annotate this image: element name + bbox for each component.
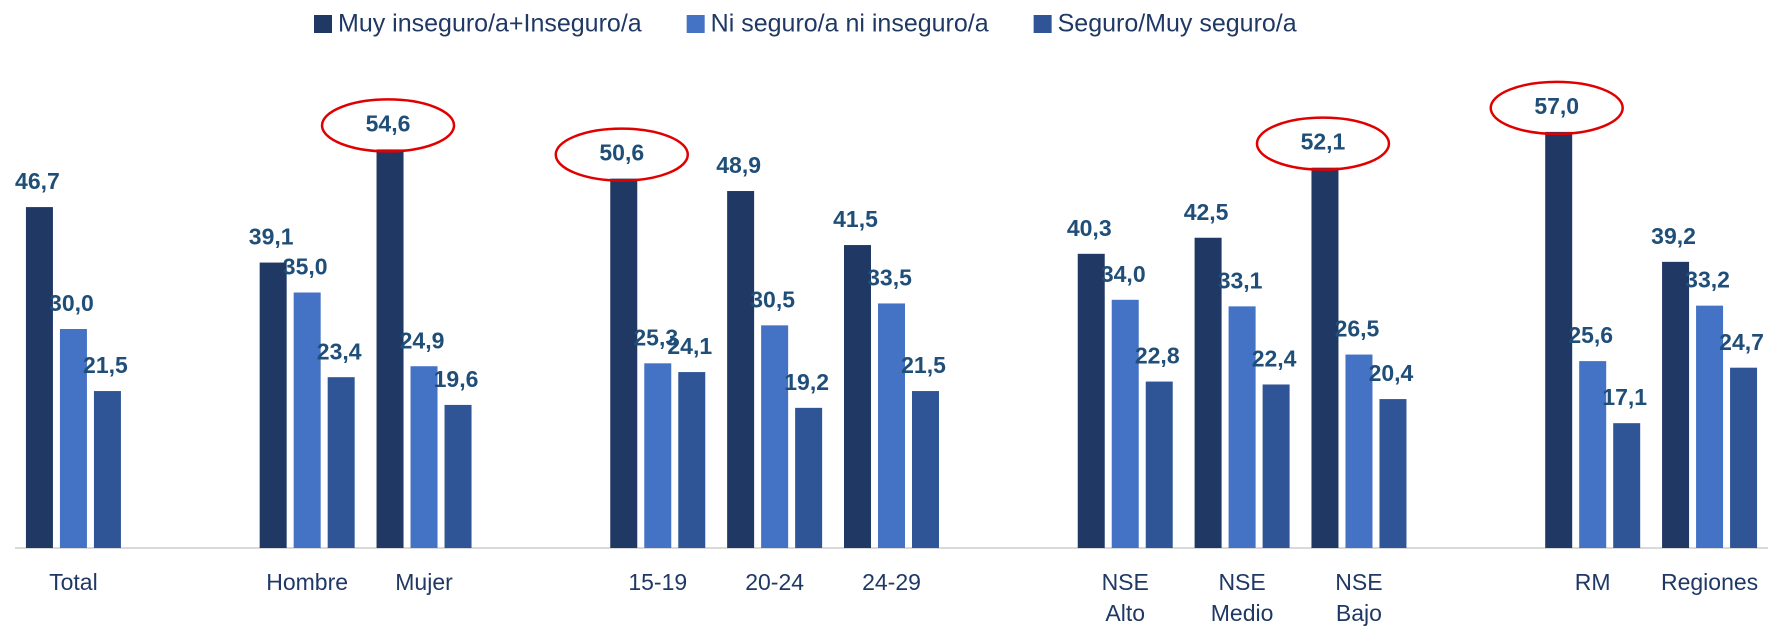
bar xyxy=(1579,361,1607,548)
data-label: 54,6 xyxy=(366,110,411,136)
data-label: 21,5 xyxy=(901,352,946,378)
bar xyxy=(1228,306,1256,548)
legend-label: Seguro/Muy seguro/a xyxy=(1058,10,1297,38)
x-tick-label: 20-24 xyxy=(745,569,805,595)
legend-label: Muy inseguro/a+Inseguro/a xyxy=(338,10,642,38)
bar xyxy=(1379,399,1407,548)
data-label: 22,4 xyxy=(1252,346,1297,372)
bar xyxy=(1077,253,1105,548)
bar xyxy=(878,303,905,548)
x-tick-label: NSE Medio xyxy=(1210,569,1274,626)
x-tick-label: Hombre xyxy=(266,569,349,595)
bar xyxy=(912,391,939,548)
data-label: 39,2 xyxy=(1651,223,1696,249)
bar xyxy=(678,372,706,548)
bar xyxy=(1730,367,1758,548)
bar xyxy=(1696,305,1724,548)
data-label: 23,4 xyxy=(317,338,362,364)
data-label: 42,5 xyxy=(1184,199,1229,225)
data-label: 39,1 xyxy=(249,224,294,250)
bar xyxy=(644,363,672,548)
data-label: 30,0 xyxy=(49,290,94,316)
data-label: 33,5 xyxy=(867,265,912,291)
bar xyxy=(1662,261,1690,548)
legend-swatch xyxy=(314,15,332,33)
bar xyxy=(1311,167,1339,549)
bar xyxy=(1194,237,1222,548)
bar xyxy=(293,292,321,548)
bar xyxy=(610,178,638,548)
highlight-ellipse xyxy=(1489,80,1624,136)
bar xyxy=(795,407,823,548)
data-label: 40,3 xyxy=(1067,215,1112,241)
data-label: 20,4 xyxy=(1369,360,1414,386)
bar xyxy=(761,325,789,548)
data-label: 34,0 xyxy=(1101,261,1146,287)
bar xyxy=(1145,381,1173,548)
data-label: 25,6 xyxy=(1568,322,1613,348)
data-label: 19,2 xyxy=(784,369,829,395)
data-label: 35,0 xyxy=(283,254,328,280)
highlight-ellipse xyxy=(554,127,690,182)
x-tick-label: 15-19 xyxy=(628,569,688,595)
data-label: 48,9 xyxy=(716,152,761,178)
data-label: 24,9 xyxy=(400,327,445,353)
bar xyxy=(259,262,287,548)
bar xyxy=(1262,384,1290,548)
x-tick-label: 24-29 xyxy=(862,569,921,595)
x-tick-label: NSE Alto xyxy=(1101,569,1149,626)
data-label: 22,8 xyxy=(1135,343,1180,369)
highlight-ellipse xyxy=(320,98,456,153)
x-tick-label: Regiones xyxy=(1660,569,1759,595)
legend-swatch xyxy=(1033,15,1052,33)
data-label: 21,5 xyxy=(83,352,128,378)
x-tick-label: Mujer xyxy=(395,569,453,595)
data-label: 50,6 xyxy=(599,140,644,166)
data-label: 25,3 xyxy=(633,324,678,350)
data-label: 19,6 xyxy=(434,366,479,392)
bar xyxy=(376,149,404,549)
legend-label: Ni seguro/a ni inseguro/a xyxy=(711,10,989,38)
data-label: 57,0 xyxy=(1534,93,1579,119)
data-label: 46,7 xyxy=(15,168,60,194)
bar xyxy=(410,366,438,548)
x-tick-label: NSE Bajo xyxy=(1335,569,1383,626)
data-label: 24,7 xyxy=(1719,329,1764,355)
bar xyxy=(59,329,87,548)
bar xyxy=(1345,354,1373,548)
bar xyxy=(1545,131,1573,548)
bar xyxy=(444,404,472,548)
data-label: 24,1 xyxy=(667,333,712,359)
highlight-ellipse xyxy=(1255,116,1391,171)
bar xyxy=(93,391,121,548)
x-tick-label: RM xyxy=(1574,569,1611,595)
data-label: 52,1 xyxy=(1301,129,1346,155)
bar xyxy=(727,191,755,548)
x-tick-label: Total xyxy=(49,569,98,595)
data-label: 30,5 xyxy=(750,286,795,312)
bar xyxy=(327,377,355,548)
legend-swatch xyxy=(686,15,705,33)
data-label: 33,1 xyxy=(1218,267,1263,293)
bar xyxy=(844,245,871,549)
data-label: 26,5 xyxy=(1335,316,1380,342)
data-label: 33,2 xyxy=(1685,267,1730,293)
bar xyxy=(25,207,53,548)
data-label: 17,1 xyxy=(1602,384,1647,410)
data-label: 41,5 xyxy=(833,206,878,232)
bar xyxy=(1111,299,1139,548)
bar xyxy=(1613,423,1641,548)
